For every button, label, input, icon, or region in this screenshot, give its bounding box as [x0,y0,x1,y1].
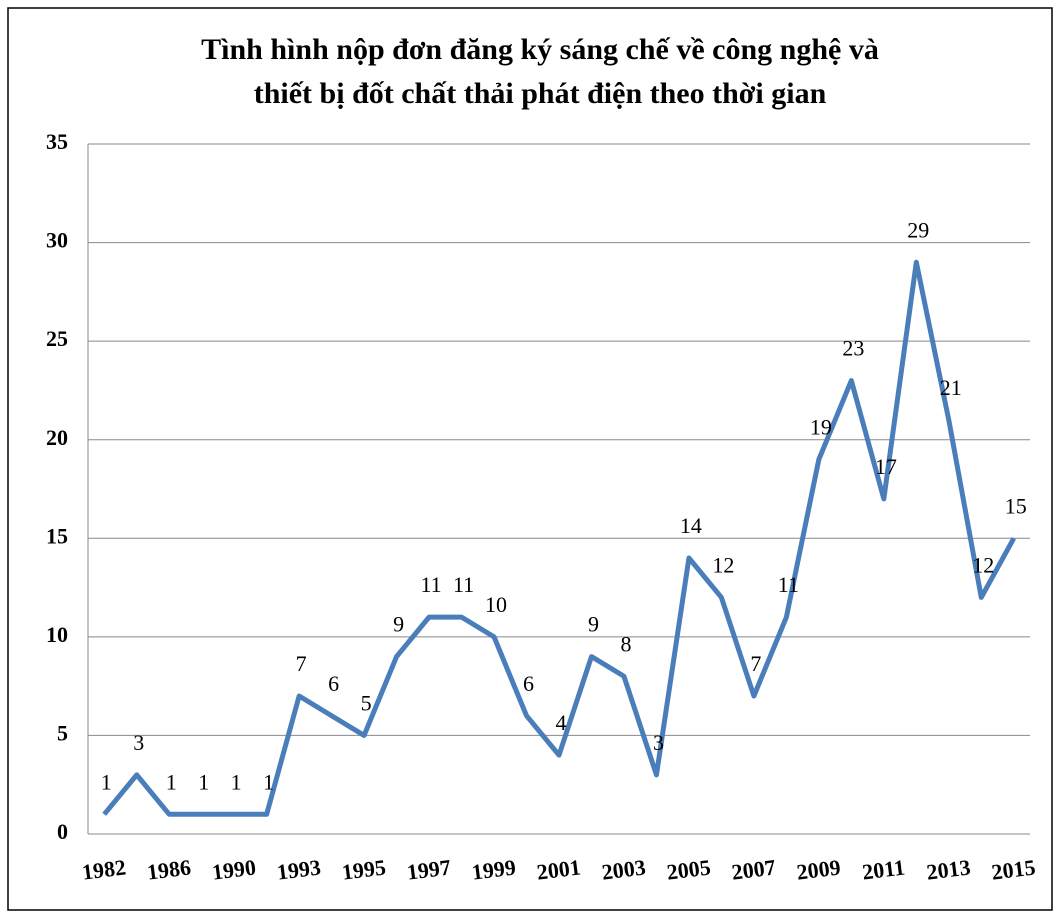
x-tick-label: 2013 [925,854,972,884]
y-tick-label: 25 [46,326,68,351]
data-label: 15 [1005,493,1027,518]
data-label: 4 [556,710,567,735]
y-tick-label: 0 [57,819,68,844]
data-label: 1 [198,769,209,794]
x-tick-label: 1995 [340,854,387,884]
y-tick-label: 15 [46,523,68,548]
line-series [102,259,1016,817]
x-tick-label: 1999 [470,854,517,884]
data-label: 11 [453,572,474,597]
y-tick-label: 20 [46,425,68,450]
data-label: 6 [328,671,339,696]
data-label: 1 [166,769,177,794]
data-label: 12 [972,552,994,577]
x-tick-label: 1990 [211,854,258,884]
data-label: 9 [393,612,404,637]
x-tick-label: 1982 [81,854,128,884]
data-label: 1 [263,769,274,794]
data-label: 10 [485,592,507,617]
x-tick-label: 2015 [990,854,1037,884]
data-label: 19 [810,414,832,439]
chart-title-line: Tình hình nộp đơn đăng ký sáng chế về cô… [201,33,879,66]
data-label: 5 [361,690,372,715]
data-label: 7 [750,651,761,676]
data-label: 12 [712,552,734,577]
data-label: 14 [680,513,702,538]
x-tick-label: 2009 [795,854,842,884]
data-label: 9 [588,612,599,637]
data-label: 3 [133,730,144,755]
y-tick-label: 30 [46,228,68,253]
data-label: 23 [842,336,864,361]
x-tick-label: 2011 [861,855,907,885]
data-label: 7 [296,651,307,676]
chart-border [7,7,1053,911]
data-label: 17 [875,454,897,479]
y-tick-label: 5 [57,720,68,745]
x-tick-label: 2005 [665,854,712,884]
x-tick-label: 1997 [405,854,452,884]
data-label: 1 [231,769,242,794]
data-label: 1 [101,769,112,794]
data-label: 29 [907,217,929,242]
data-label: 11 [778,572,799,597]
x-tick-label: 2007 [730,854,777,884]
x-tick-label: 2003 [600,854,647,884]
data-label: 11 [420,572,441,597]
y-tick-label: 10 [46,622,68,647]
x-tick-label: 2001 [535,854,582,884]
y-tick-label: 35 [46,129,68,154]
x-tick-label: 1986 [146,854,193,884]
data-label: 21 [940,375,962,400]
data-label: 3 [653,730,664,755]
data-label: 8 [620,631,631,656]
data-label: 6 [523,671,534,696]
x-tick-label: 1993 [275,854,322,884]
chart-title-line: thiết bị đốt chất thải phát điện theo th… [254,77,827,110]
